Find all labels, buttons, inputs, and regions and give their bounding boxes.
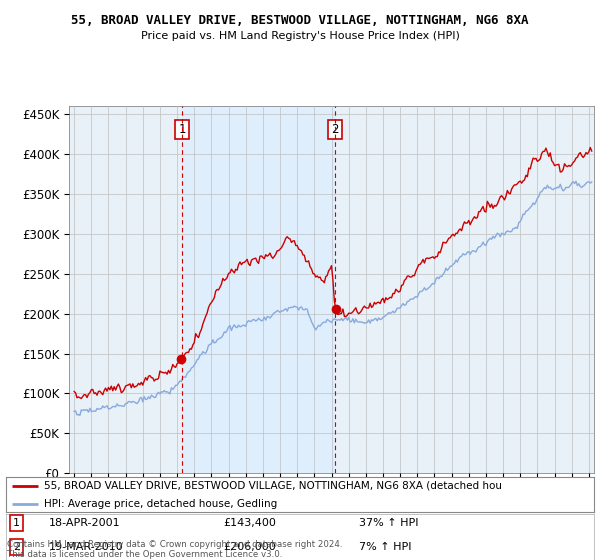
Text: 55, BROAD VALLEY DRIVE, BESTWOOD VILLAGE, NOTTINGHAM, NG6 8XA (detached hou: 55, BROAD VALLEY DRIVE, BESTWOOD VILLAGE…: [44, 481, 502, 491]
Text: 19-MAR-2010: 19-MAR-2010: [49, 542, 123, 552]
Text: 1: 1: [13, 518, 20, 528]
Text: 7% ↑ HPI: 7% ↑ HPI: [359, 542, 412, 552]
Text: HPI: Average price, detached house, Gedling: HPI: Average price, detached house, Gedl…: [44, 498, 277, 508]
Text: £143,400: £143,400: [224, 518, 277, 528]
Text: £206,000: £206,000: [224, 542, 277, 552]
Text: Price paid vs. HM Land Registry's House Price Index (HPI): Price paid vs. HM Land Registry's House …: [140, 31, 460, 41]
Text: 2: 2: [13, 542, 20, 552]
Text: 55, BROAD VALLEY DRIVE, BESTWOOD VILLAGE, NOTTINGHAM, NG6 8XA: 55, BROAD VALLEY DRIVE, BESTWOOD VILLAGE…: [71, 14, 529, 27]
Text: 37% ↑ HPI: 37% ↑ HPI: [359, 518, 418, 528]
Text: 2: 2: [331, 123, 339, 136]
Text: 1: 1: [178, 123, 186, 136]
Text: Contains HM Land Registry data © Crown copyright and database right 2024.
This d: Contains HM Land Registry data © Crown c…: [7, 540, 343, 559]
Text: 18-APR-2001: 18-APR-2001: [49, 518, 120, 528]
Bar: [182, 106, 335, 473]
